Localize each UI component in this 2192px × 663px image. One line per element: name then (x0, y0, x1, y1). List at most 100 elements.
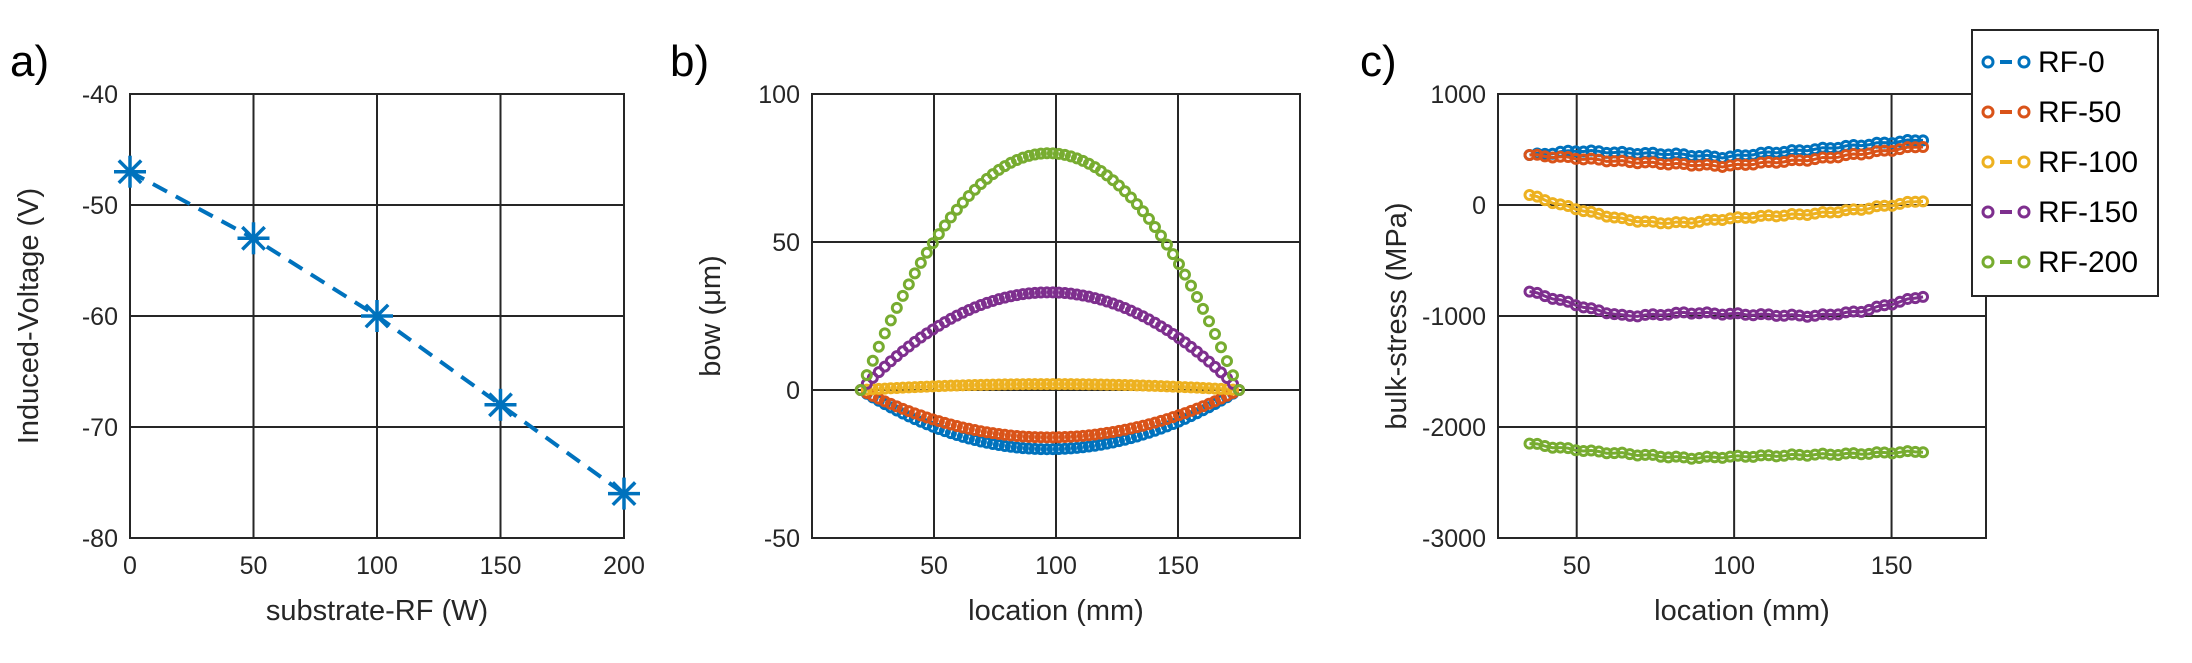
y-axis-label: bulk-stress (MPa) (1381, 202, 1413, 429)
plot-frame (1497, 93, 1987, 539)
data-point (1130, 198, 1143, 211)
data-point (1142, 418, 1155, 431)
plot-frame (811, 93, 1301, 539)
data-point (908, 381, 921, 394)
data-point (980, 436, 993, 449)
y-tick-label: 0 (1472, 192, 1486, 220)
legend-marker (2017, 255, 2031, 269)
data-point (1076, 378, 1089, 391)
data-point (950, 203, 963, 216)
asterisk-stroke (488, 392, 513, 418)
data-point (1034, 286, 1047, 299)
data-point (1004, 378, 1017, 391)
data-point (1010, 378, 1023, 391)
panel-label: a) (10, 37, 49, 86)
legend-label: RF-0 (2038, 46, 2105, 79)
data-point (1076, 441, 1089, 454)
data-point (1088, 428, 1101, 441)
y-tick-label: 50 (772, 229, 800, 257)
y-tick-label: -1000 (1422, 303, 1486, 331)
legend-marker (1981, 155, 1995, 169)
data-point (1076, 289, 1089, 302)
data-point (1917, 134, 1930, 147)
data-point (968, 378, 981, 391)
data-point (1010, 441, 1023, 454)
series-rf-100 (1523, 189, 1930, 230)
data-point (1118, 423, 1131, 436)
data-point (1100, 426, 1113, 439)
data-point (1046, 286, 1059, 299)
data-point (1028, 378, 1041, 391)
data-point (1917, 195, 1930, 208)
data-point (1196, 400, 1209, 413)
data-point (1100, 378, 1113, 391)
data-point (1040, 286, 1053, 299)
data-point (1034, 443, 1047, 456)
data-point (1136, 379, 1149, 392)
data-point (1028, 286, 1041, 299)
data-point (1022, 287, 1035, 300)
panel-label: c) (1360, 37, 1397, 86)
data-point (1106, 297, 1119, 310)
data-point (1028, 431, 1041, 444)
data-point (890, 301, 903, 314)
x-tick-label: 50 (240, 552, 268, 580)
data-point (962, 303, 975, 316)
x-tick-label: 150 (480, 552, 522, 580)
data-point (1094, 427, 1107, 440)
data-point (998, 291, 1011, 304)
data-point (998, 439, 1011, 452)
data-point (1004, 429, 1017, 442)
data-point (1058, 148, 1071, 161)
legend-marker (1981, 205, 1995, 219)
data-point (1917, 446, 1930, 459)
data-point (1190, 290, 1203, 303)
legend-label: RF-50 (2038, 96, 2121, 129)
x-tick-label: 100 (1713, 552, 1755, 580)
y-tick-label: -50 (82, 192, 118, 220)
data-point (1226, 369, 1239, 382)
data-point (986, 437, 999, 450)
data-point (878, 327, 891, 340)
data-point (932, 415, 945, 428)
series-rf-150 (854, 286, 1245, 396)
data-point (1094, 378, 1107, 391)
data-point (1088, 378, 1101, 391)
data-point (986, 294, 999, 307)
data-point (1166, 380, 1179, 393)
data-point (1022, 378, 1035, 391)
data-point (1160, 380, 1173, 393)
data-point (1082, 378, 1095, 391)
data-point (968, 301, 981, 314)
asterisk-stroke (241, 225, 266, 251)
data-point (956, 421, 969, 434)
data-point (926, 413, 939, 426)
data-point (950, 420, 963, 433)
data-point (896, 381, 909, 394)
data-point (884, 314, 897, 327)
legend-marker (2017, 55, 2031, 69)
data-point (932, 228, 945, 241)
data-point (1016, 442, 1029, 455)
legend-label: RF-150 (2038, 196, 2138, 229)
data-point (1172, 258, 1185, 271)
data-point (1028, 148, 1041, 161)
data-point (962, 422, 975, 435)
data-point (1082, 440, 1095, 453)
data-point (1190, 381, 1203, 394)
data-point (878, 382, 891, 395)
data-point (860, 383, 873, 396)
data-point (884, 382, 897, 395)
panel-label: b) (670, 37, 709, 86)
data-point (1064, 150, 1077, 163)
data-point (1106, 378, 1119, 391)
data-point (1148, 416, 1161, 429)
data-point (992, 293, 1005, 306)
data-point (1034, 378, 1047, 391)
asterisk-stroke (611, 481, 637, 507)
chart-b: b) 50 100 150 -50 0 50 100 location (mm) bow (μm) (670, 37, 1301, 627)
data-point (1070, 152, 1083, 165)
series-rf-0 (854, 384, 1245, 456)
data-point (1112, 378, 1125, 391)
series-rf-150 (1523, 285, 1930, 323)
